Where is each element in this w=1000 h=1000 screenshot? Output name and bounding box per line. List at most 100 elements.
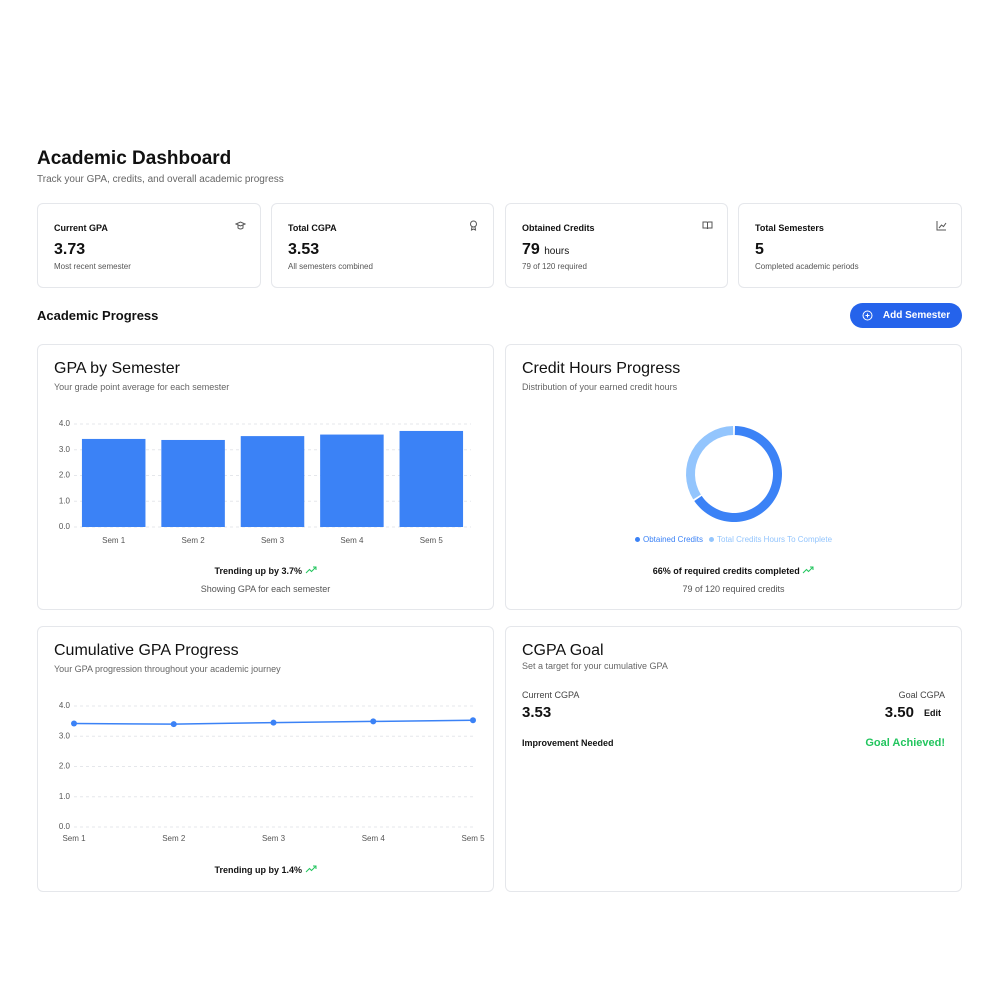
bar <box>240 436 305 527</box>
y-tick-label: 2.0 <box>59 471 71 480</box>
button-label: Add Semester <box>882 310 951 321</box>
chart <box>686 426 782 522</box>
chart-subtitle: Your grade point average for each semest… <box>54 382 230 392</box>
stat-label: Total Semesters <box>755 223 824 233</box>
current-label: Current CGPA <box>522 690 580 700</box>
goal-status: Goal Achieved! <box>865 737 945 749</box>
y-tick-label: 3.0 <box>59 731 71 740</box>
stat-note: 79 of 120 required <box>522 262 587 271</box>
goal-card: CGPA Goal Set a target for your cumulati… <box>505 626 962 892</box>
stat-value: 5 <box>755 241 764 258</box>
stat-note: All semesters combined <box>288 262 373 271</box>
stat-label: Obtained Credits <box>522 223 595 233</box>
page-title: Academic Dashboard <box>37 148 232 169</box>
chart-note: 79 of 120 required credits <box>682 584 785 594</box>
chart-footer: 66% of required credits completed <box>506 566 961 576</box>
point <box>470 717 476 724</box>
chart-subtitle: Distribution of your earned credit hours <box>522 382 678 392</box>
legend-item: Total Credits Hours To Complete <box>709 535 832 544</box>
stat-card: Current GPA 3.73 Most recent semester <box>37 203 261 288</box>
point <box>71 720 77 727</box>
stat-number: 79 <box>522 241 540 258</box>
stat-unit: hours <box>544 246 570 257</box>
goal-row: 3.50 Edit <box>885 704 941 721</box>
footer-text: 66% of required credits completed <box>652 566 800 576</box>
x-tick-label: Sem 3 <box>261 536 285 545</box>
chart-footer: Trending up by 1.4% <box>38 865 493 875</box>
y-tick-label: 0.0 <box>59 822 71 831</box>
plus-icon <box>862 310 873 321</box>
improvement-label: Improvement Needed <box>522 738 614 748</box>
stat-label: Current GPA <box>54 223 108 233</box>
chart-card: 0.0 1.0 2.0 3.0 4.0 Sem 1 Sem 2 Sem 3 Sem 4 Sem 5… <box>37 626 494 892</box>
bar <box>399 430 464 527</box>
y-tick-label: 1.0 <box>59 792 71 801</box>
stat-label: Total CGPA <box>288 223 337 233</box>
point <box>170 721 177 728</box>
chart-subtitle: Your GPA progression throughout your aca… <box>54 664 281 674</box>
stat-value: 3.73 <box>54 241 86 258</box>
goal-title: CGPA Goal <box>522 642 604 659</box>
bar <box>161 439 225 527</box>
chart-title: Credit Hours Progress <box>522 360 681 377</box>
chart-card: 0.0 1.0 2.0 3.0 4.0 Sem 1 Sem 2 Sem 3 Sem 4 Sem 5… <box>37 344 494 610</box>
x-tick-label: Sem 2 <box>162 834 186 843</box>
legend: Obtained Credits Total Credits Hours To C… <box>506 535 961 544</box>
stat-note: Most recent semester <box>54 262 131 271</box>
current-value: 3.53 <box>522 704 552 721</box>
edit-button[interactable]: Edit <box>924 707 941 718</box>
x-tick-label: Sem 4 <box>340 536 364 545</box>
x-tick-label: Sem 5 <box>420 536 444 545</box>
goal-label: Goal CGPA <box>898 690 945 700</box>
chart-note: Showing GPA for each semester <box>200 584 331 594</box>
y-tick-label: 0.0 <box>59 522 71 531</box>
trend-icon <box>305 865 317 873</box>
x-tick-label: Sem 5 <box>461 834 485 843</box>
x-tick-label: Sem 2 <box>182 536 206 545</box>
x-tick-label: Sem 3 <box>262 834 286 843</box>
point <box>270 719 277 726</box>
legend-item: Obtained Credits <box>634 535 703 544</box>
legend-swatch <box>709 537 714 542</box>
stat-note: Completed academic periods <box>755 262 859 271</box>
legend-label: Obtained Credits <box>642 535 703 544</box>
stat-value: 3.53 <box>288 241 320 258</box>
add-semester-button[interactable]: Add Semester <box>850 303 962 328</box>
chart-title: GPA by Semester <box>54 360 180 377</box>
stat-value: 79 hours <box>522 241 569 259</box>
page-subtitle: Track your GPA, credits, and overall aca… <box>37 174 284 185</box>
bar <box>81 438 146 527</box>
y-tick-label: 4.0 <box>59 419 71 428</box>
y-tick-label: 2.0 <box>59 762 71 771</box>
trend-icon <box>802 566 814 574</box>
goal-subtitle: Set a target for your cumulative GPA <box>522 661 668 671</box>
y-tick-label: 4.0 <box>59 701 71 710</box>
x-tick-label: Sem 4 <box>362 834 386 843</box>
chart-title: Cumulative GPA Progress <box>54 642 239 659</box>
chart: 0.0 1.0 2.0 3.0 4.0 Sem 1 Sem 2 Sem 3 Sem 4 Sem 5 <box>59 701 485 843</box>
chart-card: Credit Hours Progress Distribution of yo… <box>505 344 962 610</box>
x-tick-label: Sem 1 <box>102 536 126 545</box>
chart-icon <box>936 221 947 231</box>
chart: 0.0 1.0 2.0 3.0 4.0 Sem 1 Sem 2 Sem 3 Sem 4 Sem 5 <box>59 419 471 545</box>
pie-slice <box>686 426 734 500</box>
y-tick-label: 1.0 <box>59 496 71 505</box>
stat-card: Total CGPA 3.53 All semesters combined <box>271 203 494 288</box>
footer-text: Trending up by 3.7% <box>214 566 302 576</box>
legend-label: Total Credits Hours To Complete <box>717 535 833 544</box>
chart-footer: Trending up by 3.7% <box>38 566 493 576</box>
legend-swatch <box>634 537 640 542</box>
goal-value: 3.50 <box>884 704 914 721</box>
x-tick-label: Sem 1 <box>62 834 86 843</box>
point <box>370 718 377 725</box>
bar <box>320 434 384 527</box>
cap-icon <box>235 221 246 230</box>
section-title: Academic Progress <box>37 308 159 323</box>
stat-card: Obtained Credits 79 hours 79 of 120 requ… <box>505 203 728 288</box>
trend-icon <box>305 566 317 574</box>
award-icon <box>470 220 477 231</box>
footer-text: Trending up by 1.4% <box>214 865 302 875</box>
y-tick-label: 3.0 <box>59 445 71 454</box>
book-icon <box>702 221 713 230</box>
